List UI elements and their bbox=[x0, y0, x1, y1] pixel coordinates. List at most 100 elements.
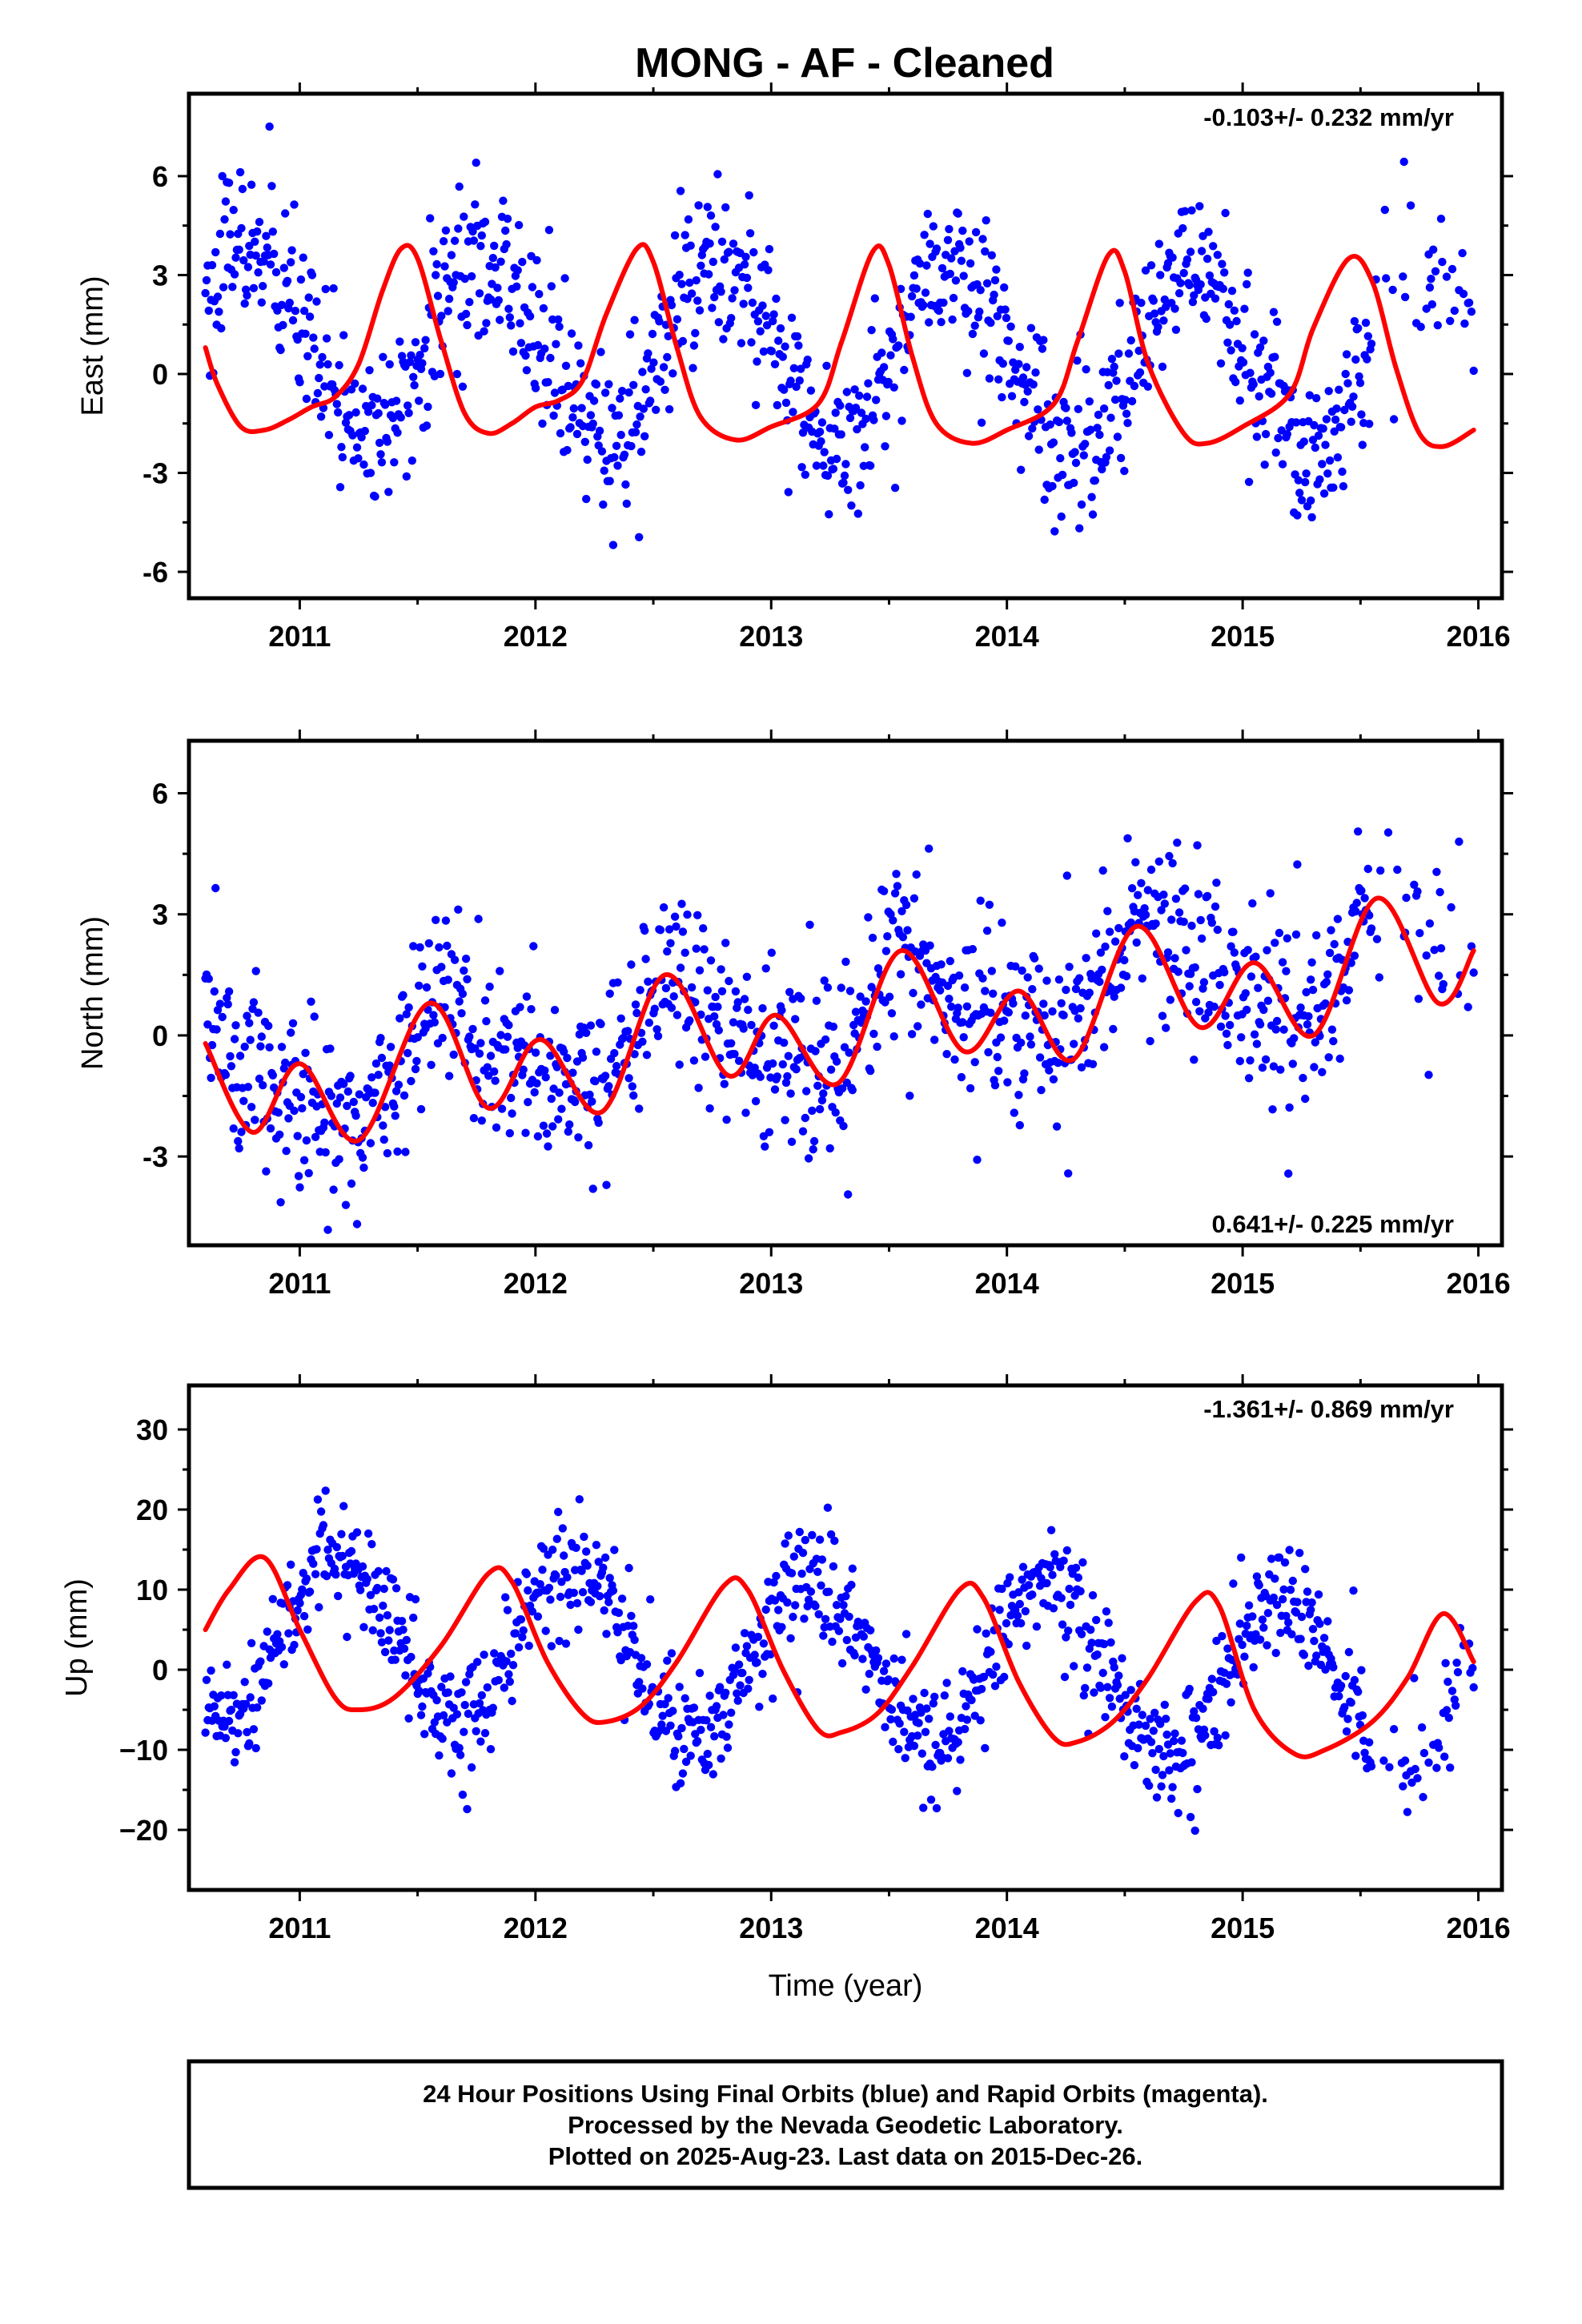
data-point bbox=[504, 304, 513, 313]
data-point bbox=[1190, 291, 1199, 300]
data-point bbox=[1354, 827, 1363, 836]
data-point bbox=[981, 1743, 990, 1753]
data-point bbox=[1400, 1756, 1410, 1765]
data-point bbox=[1325, 948, 1335, 958]
data-point bbox=[1002, 1618, 1011, 1628]
data-point bbox=[586, 1021, 596, 1030]
data-point bbox=[1301, 477, 1310, 487]
data-point bbox=[1032, 1622, 1042, 1631]
data-point bbox=[765, 1128, 774, 1137]
data-point bbox=[407, 1652, 416, 1662]
data-point bbox=[1040, 495, 1049, 505]
data-point bbox=[925, 844, 934, 853]
data-point bbox=[1018, 966, 1026, 975]
data-point bbox=[349, 1097, 358, 1107]
data-point bbox=[1191, 998, 1201, 1007]
data-point bbox=[505, 1677, 514, 1687]
data-point bbox=[524, 1586, 532, 1595]
data-point bbox=[1267, 1554, 1276, 1563]
data-point bbox=[1310, 1063, 1319, 1072]
data-point bbox=[1435, 887, 1444, 897]
data-point bbox=[1432, 1763, 1441, 1772]
data-point bbox=[705, 270, 713, 279]
data-point bbox=[684, 215, 693, 224]
data-point bbox=[486, 1745, 496, 1754]
data-point bbox=[1104, 380, 1113, 390]
data-point bbox=[563, 1573, 572, 1582]
x-tick-label: 2014 bbox=[975, 1912, 1039, 1944]
data-point bbox=[1034, 445, 1043, 454]
data-point bbox=[631, 428, 640, 436]
data-point bbox=[909, 1741, 919, 1751]
data-point bbox=[318, 352, 327, 362]
data-point bbox=[890, 484, 900, 493]
data-point bbox=[894, 341, 903, 350]
data-point bbox=[1351, 907, 1360, 916]
data-point bbox=[476, 1039, 485, 1047]
data-point bbox=[770, 360, 780, 368]
data-point bbox=[1338, 467, 1347, 476]
data-point bbox=[1121, 1691, 1130, 1699]
data-point bbox=[476, 242, 485, 251]
data-point bbox=[1255, 392, 1263, 401]
data-point bbox=[727, 314, 736, 323]
data-point bbox=[839, 1121, 848, 1131]
data-point bbox=[873, 1042, 881, 1051]
data-point bbox=[604, 1082, 613, 1091]
data-point bbox=[772, 294, 781, 304]
data-point bbox=[1130, 1761, 1139, 1770]
data-point bbox=[987, 251, 997, 259]
data-point bbox=[678, 1769, 688, 1778]
data-point bbox=[1367, 924, 1376, 933]
data-point bbox=[1290, 1034, 1299, 1043]
data-point bbox=[825, 510, 833, 519]
data-point bbox=[546, 1595, 555, 1604]
data-point bbox=[472, 159, 480, 167]
data-point bbox=[385, 1061, 394, 1070]
data-point bbox=[613, 1628, 622, 1637]
data-point bbox=[740, 1629, 749, 1638]
data-point bbox=[482, 1017, 491, 1026]
data-point bbox=[787, 313, 797, 322]
data-point bbox=[600, 1072, 610, 1080]
data-point bbox=[954, 209, 962, 218]
data-point bbox=[894, 1745, 903, 1754]
data-point bbox=[1174, 967, 1182, 976]
y-tick-label: 3 bbox=[152, 899, 168, 931]
data-point bbox=[321, 1148, 330, 1157]
data-point bbox=[595, 426, 604, 436]
data-point bbox=[787, 1569, 797, 1578]
data-point bbox=[1168, 1783, 1177, 1791]
data-point bbox=[563, 445, 572, 455]
data-point bbox=[1132, 938, 1141, 947]
data-point bbox=[1145, 1781, 1154, 1790]
data-point bbox=[251, 1743, 260, 1753]
footer-box: 24 Hour Positions Using Final Orbits (bl… bbox=[187, 2059, 1504, 2190]
data-point bbox=[736, 1681, 745, 1690]
data-point bbox=[621, 480, 630, 489]
data-point bbox=[1065, 1584, 1074, 1594]
data-point bbox=[458, 1790, 468, 1799]
data-point bbox=[960, 983, 970, 992]
data-point bbox=[1071, 458, 1081, 468]
data-point bbox=[1305, 391, 1315, 400]
data-point bbox=[1307, 975, 1315, 984]
data-point bbox=[1252, 1039, 1262, 1048]
data-point bbox=[832, 454, 841, 464]
data-point bbox=[1202, 314, 1211, 324]
data-point bbox=[1120, 466, 1129, 476]
data-point bbox=[1259, 336, 1268, 345]
data-point bbox=[837, 983, 845, 992]
data-point bbox=[516, 319, 524, 328]
data-point bbox=[1314, 1590, 1323, 1599]
data-point bbox=[1077, 500, 1086, 509]
data-point bbox=[486, 295, 496, 304]
data-point bbox=[1376, 866, 1385, 875]
data-point bbox=[480, 1651, 488, 1659]
data-point bbox=[422, 421, 432, 430]
data-point bbox=[1240, 304, 1249, 313]
data-point bbox=[987, 967, 997, 975]
data-point bbox=[994, 1067, 1003, 1076]
data-point bbox=[1054, 975, 1064, 984]
data-point bbox=[692, 944, 701, 953]
